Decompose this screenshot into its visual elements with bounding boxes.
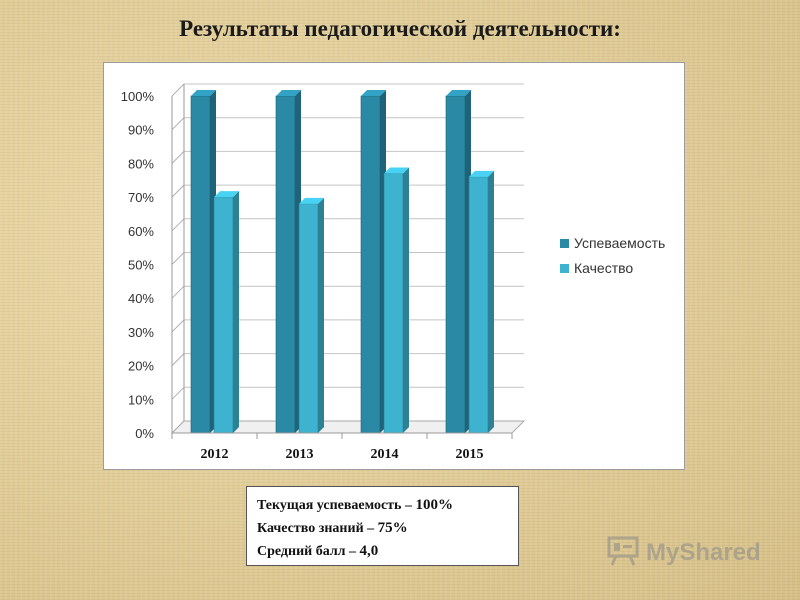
y-tick-label: 10% [128, 392, 154, 407]
bar-top [191, 90, 216, 96]
gridline-depth [171, 117, 185, 131]
gridline-depth [171, 184, 185, 198]
y-tick-label: 40% [128, 291, 154, 306]
bar-top [446, 90, 471, 96]
x-tick-label: 2013 [286, 447, 314, 462]
gridline-depth [171, 285, 185, 299]
summary-label: Текущая успеваемость [257, 498, 402, 513]
bar-side [488, 170, 494, 433]
bar-performance [275, 95, 296, 434]
presentation-icon [606, 535, 640, 572]
summary-line-quality: Качество знаний – 75% [257, 517, 508, 540]
summary-label: Качество знаний [257, 521, 364, 536]
summary-separator: – [401, 498, 416, 513]
summary-value: 4,0 [359, 543, 379, 559]
bar-quality [213, 196, 234, 434]
bar-performance [190, 95, 211, 434]
page-title: Результаты педагогической деятельности: [179, 16, 621, 41]
bar-chart: 0% 10% 20% 30% 40% 50% 60% 70% 80% 90% 100% 2012 201… [121, 83, 665, 462]
legend-label: Качество [574, 260, 633, 276]
bar-side [318, 197, 324, 433]
watermark: MyShared [606, 536, 761, 570]
summary-value: 100% [415, 497, 453, 513]
gridline-depth [171, 353, 185, 366]
y-tick-label: 90% [128, 123, 154, 138]
legend-swatch [560, 264, 569, 273]
y-tick-label: 70% [128, 190, 154, 205]
gridline-depth [171, 386, 185, 400]
summary-value: 75% [377, 520, 408, 536]
bar-quality [383, 173, 404, 434]
gridline-depth [171, 252, 185, 265]
summary-box: Текущая успеваемость – 100% Качество зна… [246, 486, 519, 566]
summary-label: Средний балл [257, 544, 346, 559]
y-tick-label: 20% [128, 359, 154, 374]
gridline-depth [171, 151, 185, 164]
watermark-text: MyShared [646, 539, 761, 566]
bar-top [384, 167, 409, 174]
y-tick-label: 80% [128, 156, 154, 171]
bar-top [299, 197, 324, 204]
summary-line-performance: Текущая успеваемость – 100% [257, 494, 508, 517]
summary-line-average: Средний балл – 4,0 [257, 540, 508, 563]
gridline-depth [171, 218, 185, 232]
x-tick-label: 2014 [371, 447, 399, 462]
bar-side [403, 167, 409, 433]
bar-top [361, 90, 386, 96]
x-tick-label: 2015 [456, 447, 484, 462]
bar-top [276, 90, 301, 96]
gridline-depth [171, 319, 185, 333]
y-tick-label: 30% [128, 325, 154, 340]
bar-top [469, 170, 494, 177]
legend-label: Успеваемость [574, 235, 665, 251]
bar-quality [298, 203, 319, 434]
legend-swatch [560, 239, 569, 248]
bar-quality [468, 176, 489, 434]
y-tick-label: 0% [135, 426, 154, 441]
x-tick-label: 2012 [201, 447, 229, 462]
chart-area: 0% 10% 20% 30% 40% 50% 60% 70% 80% 90% 100% 2012 201… [103, 62, 685, 470]
bar-side [233, 191, 239, 433]
bar-top [214, 191, 239, 198]
bar-performance [445, 95, 466, 434]
summary-separator: – [345, 544, 360, 559]
gridline-depth [171, 83, 185, 97]
summary-separator: – [363, 521, 378, 536]
bar-performance [360, 95, 381, 434]
y-tick-label: 50% [128, 258, 154, 273]
y-tick-label: 100% [121, 89, 155, 104]
y-tick-label: 60% [128, 224, 154, 239]
